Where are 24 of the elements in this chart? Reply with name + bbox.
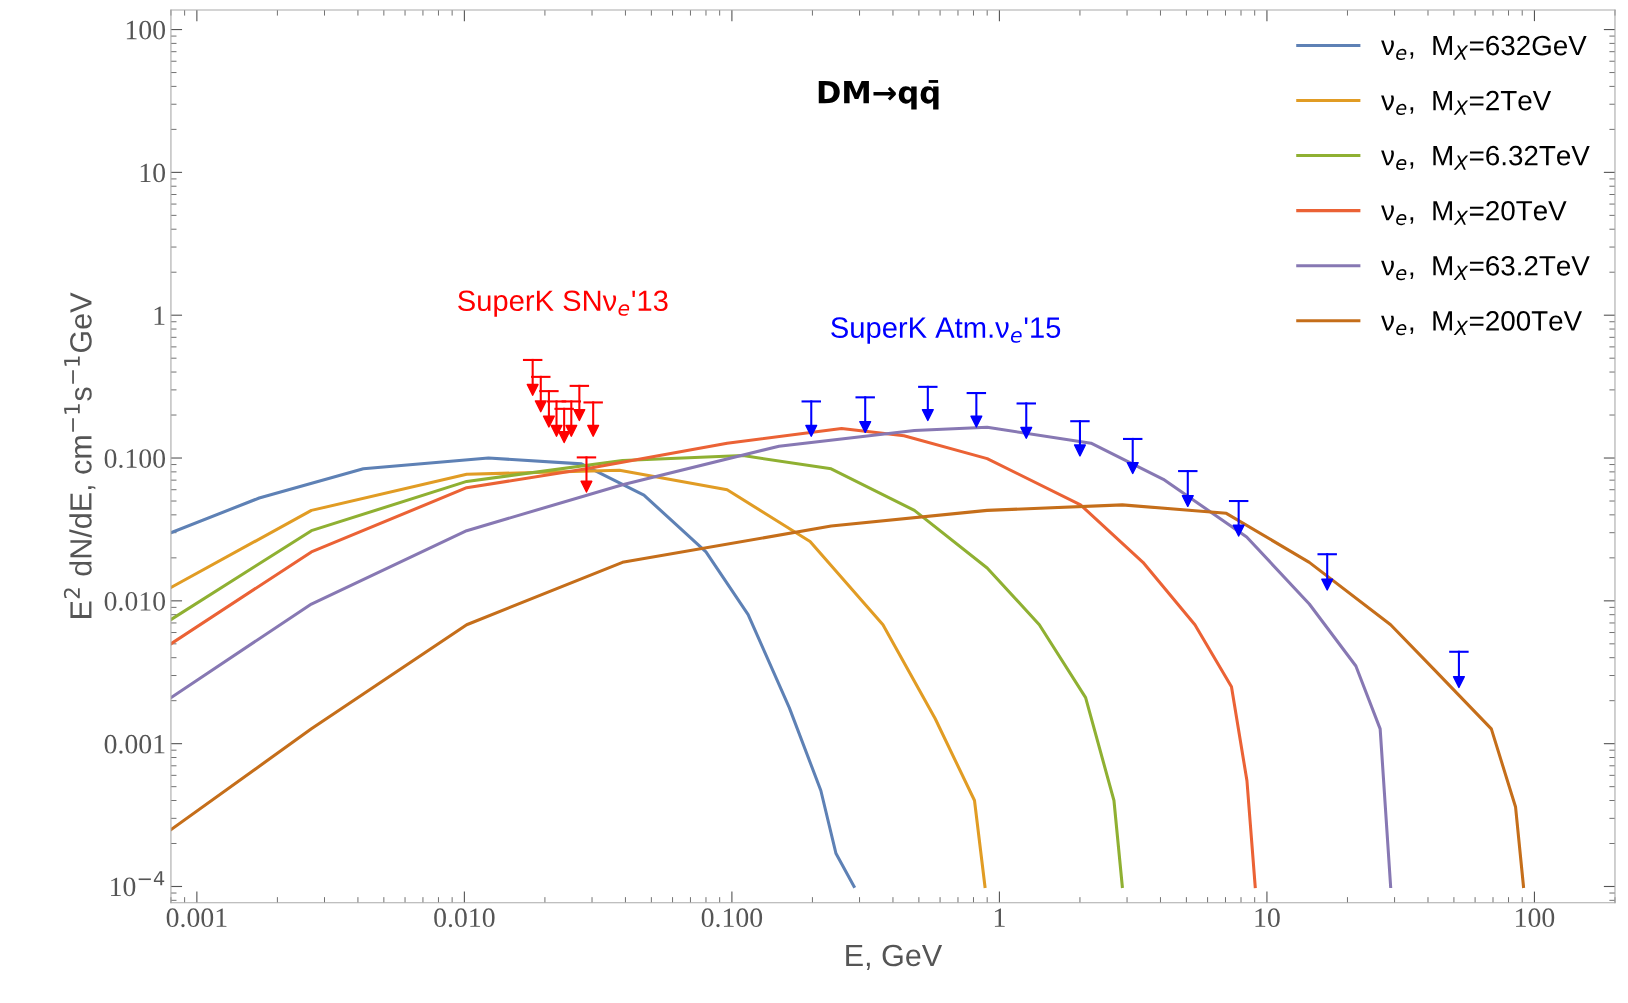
y-tick-label: 100 (126, 20, 166, 40)
y-tick-label: 0.100 (104, 449, 166, 469)
legend-label: ν$_{e}$, M$_{X}$=632GeV (1381, 35, 1587, 60)
x-tick-label: 10 (1255, 908, 1280, 928)
x-tick-label: 100 (1516, 908, 1555, 928)
text: DM→qq̄ (818, 80, 939, 110)
legend-label: ν$_{e}$, M$_{X}$=63.2TeV (1381, 255, 1590, 281)
y-tick-label: 10$^{−4}$ (111, 871, 165, 897)
y-tick-label: 10 (140, 163, 166, 183)
y-tick-label: 0.001 (104, 734, 165, 754)
x-tick-label: 0.010 (434, 908, 495, 928)
x-axis-title: E, GeV (846, 944, 943, 970)
x-tick-label: 0.100 (701, 908, 763, 928)
legend-label: ν$_{e}$, M$_{X}$=200TeV (1381, 311, 1582, 336)
legend-label: ν$_{e}$, M$_{X}$=6.32TeV (1381, 145, 1590, 171)
x-tick-label: 1 (994, 908, 1005, 927)
legend-label: ν$_{e}$, M$_{X}$=2TeV (1381, 90, 1552, 116)
legend-label: ν$_{e}$, M$_{X}$=20TeV (1381, 200, 1567, 226)
text: SuperK Atm.ν$_{e}$'15 (831, 317, 1061, 344)
x-tick-label: 0.001 (166, 908, 227, 928)
text: SuperK SNν$_{e}$'13 (458, 290, 668, 317)
y-axis-title: E$^{2}$ dN/dE, cm$^{−1}$s$^{−1}$GeV (63, 292, 96, 618)
y-tick-label: 1 (154, 306, 165, 325)
y-tick-label: 0.010 (104, 592, 166, 611)
